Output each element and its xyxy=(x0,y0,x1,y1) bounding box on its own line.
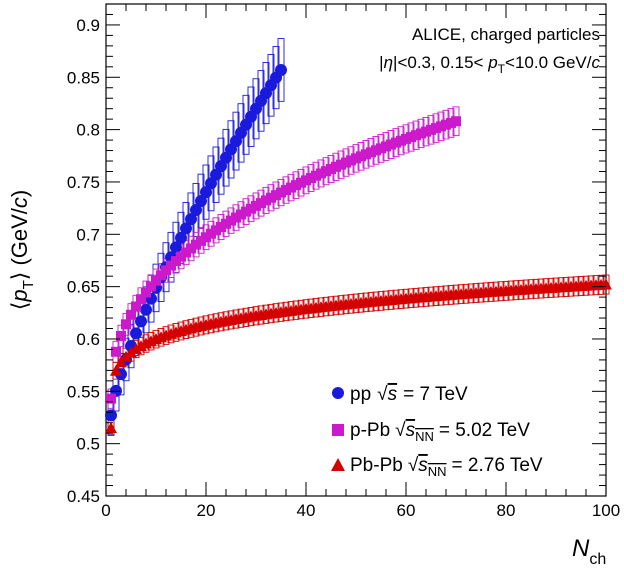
data-point xyxy=(130,343,142,355)
data-point xyxy=(121,319,131,330)
data-point xyxy=(146,281,156,292)
annotation-line-1: ALICE, charged particles xyxy=(412,25,600,44)
plot-frame xyxy=(105,3,607,497)
data-point xyxy=(170,241,182,254)
legend-marker-p-pb xyxy=(332,424,344,436)
y-tick-label: 0.5 xyxy=(76,435,100,454)
x-tick-label: 20 xyxy=(197,501,216,520)
x-tick-label: 60 xyxy=(397,501,416,520)
legend-label-p-pb: p-Pb √sNN = 5.02 TeV xyxy=(350,420,530,444)
legend-marker-pb-pb xyxy=(331,458,345,471)
x-tick-label: 0 xyxy=(101,501,110,520)
data-point xyxy=(135,315,147,328)
legend-entry-pb-pb: Pb-Pb √sNN = 2.76 TeV xyxy=(331,455,543,479)
y-axis-title: ⟨pT⟩ (GeV/c) xyxy=(7,190,37,311)
y-tick-label: 0.75 xyxy=(67,173,100,192)
annotation-line-2: |η|<0.3, 0.15< pT<10.0 GeV/c xyxy=(379,53,600,76)
data-point xyxy=(185,213,197,226)
data-point xyxy=(131,301,141,312)
data-point xyxy=(180,222,192,235)
data-point xyxy=(141,287,151,298)
y-tick-label: 0.7 xyxy=(76,225,100,244)
legend-marker-pp xyxy=(332,387,344,399)
data-point xyxy=(140,303,152,316)
legend: pp √s = 7 TeV p-Pb √sNN = 5.02 TeV Pb-Pb √sNN… xyxy=(331,384,543,479)
x-tick-label: 40 xyxy=(297,501,316,520)
data-point xyxy=(190,203,202,216)
data-point xyxy=(175,231,187,244)
data-markers-layer xyxy=(105,63,612,433)
series-p-pb-points xyxy=(106,116,461,404)
y-tick-label: 0.55 xyxy=(67,382,100,401)
legend-entry-pp: pp √s = 7 TeV xyxy=(332,384,468,405)
series-pb-pb-points xyxy=(105,278,612,433)
data-point xyxy=(116,330,126,341)
data-point xyxy=(130,327,142,340)
legend-label-pb-pb: Pb-Pb √sNN = 2.76 TeV xyxy=(350,455,543,479)
y-tick-label: 0.8 xyxy=(76,121,100,140)
data-point xyxy=(105,421,117,433)
legend-label-pp: pp √s = 7 TeV xyxy=(350,384,468,405)
axis-ticks-layer: 0 20 40 60 80 100 0.45 0.5 0.55 0.6 0.65 0.7 0.75 0.8… xyxy=(67,3,620,520)
legend-entry-p-pb: p-Pb √sNN = 5.02 TeV xyxy=(332,420,530,444)
data-point xyxy=(195,194,207,207)
data-point xyxy=(200,186,212,199)
y-tick-label: 0.45 xyxy=(67,487,100,506)
x-axis-title: Nch xyxy=(572,535,606,568)
data-point xyxy=(125,346,137,358)
y-tick-label: 0.65 xyxy=(67,278,100,297)
data-point xyxy=(136,294,146,305)
x-tick-label: 100 xyxy=(592,501,620,520)
data-point xyxy=(105,409,117,422)
data-point xyxy=(151,275,161,286)
series-pb-pb-systematics xyxy=(107,274,610,436)
y-tick-label: 0.85 xyxy=(67,68,100,87)
y-tick-label: 0.6 xyxy=(76,330,100,349)
series-p-pb-systematics xyxy=(107,106,460,409)
data-point xyxy=(111,346,121,357)
data-point xyxy=(126,309,136,320)
data-point xyxy=(156,270,166,281)
data-point xyxy=(115,356,127,368)
data-point xyxy=(451,116,461,127)
data-point xyxy=(275,63,287,76)
y-tick-label: 0.9 xyxy=(76,16,100,35)
x-tick-label: 80 xyxy=(497,501,516,520)
data-point xyxy=(110,364,122,376)
data-point xyxy=(106,393,116,404)
